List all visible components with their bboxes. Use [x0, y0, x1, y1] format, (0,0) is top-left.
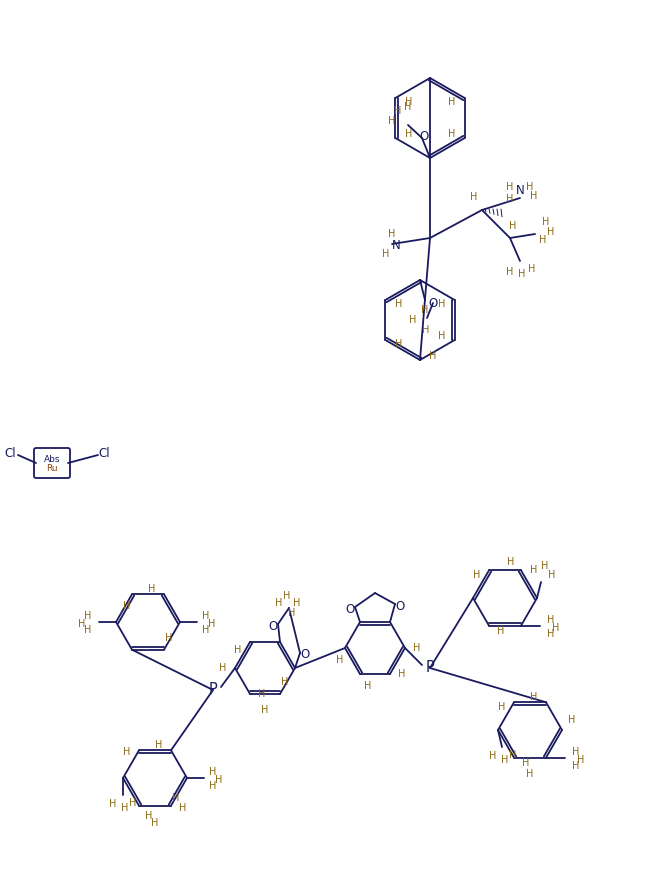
Text: H: H [124, 747, 131, 757]
Text: H: H [219, 663, 227, 673]
Text: H: H [497, 625, 505, 636]
Text: H: H [547, 615, 555, 625]
Text: H: H [438, 299, 445, 309]
FancyBboxPatch shape [34, 448, 70, 478]
Text: H: H [398, 669, 405, 679]
Text: H: H [506, 182, 513, 192]
Text: H: H [438, 331, 445, 341]
Text: H: H [502, 755, 509, 765]
Text: H: H [202, 625, 210, 635]
Text: P: P [209, 683, 217, 698]
Text: H: H [109, 799, 116, 809]
Text: H: H [281, 677, 288, 687]
Text: H: H [572, 760, 579, 771]
Text: H: H [84, 625, 92, 635]
Text: H: H [179, 803, 186, 813]
Text: H: H [172, 793, 180, 803]
Text: H: H [473, 571, 481, 580]
Text: H: H [526, 182, 534, 192]
Text: H: H [145, 811, 152, 820]
Text: H: H [202, 611, 210, 621]
Text: H: H [542, 561, 549, 571]
Text: H: H [383, 249, 390, 259]
Text: H: H [542, 217, 550, 227]
Text: H: H [364, 681, 371, 691]
Text: N: N [515, 184, 525, 197]
Text: H: H [148, 584, 156, 594]
Text: H: H [262, 705, 269, 715]
Text: H: H [209, 619, 216, 629]
Text: H: H [151, 818, 159, 828]
Text: H: H [275, 598, 283, 608]
Text: H: H [388, 116, 396, 126]
Text: H: H [405, 97, 412, 107]
Text: Cl: Cl [98, 447, 110, 460]
Text: H: H [547, 629, 555, 638]
Text: H: H [530, 191, 538, 201]
Text: P: P [426, 660, 434, 676]
Text: H: H [234, 645, 242, 655]
Text: H: H [577, 754, 585, 765]
Text: H: H [404, 102, 411, 112]
Text: H: H [548, 570, 556, 580]
Text: H: H [540, 235, 547, 245]
Text: H: H [509, 221, 517, 231]
Text: H: H [506, 194, 513, 204]
Text: H: H [553, 623, 560, 632]
Text: H: H [568, 715, 576, 725]
Text: O: O [428, 296, 438, 309]
Text: H: H [394, 339, 402, 349]
Text: H: H [394, 106, 402, 116]
Text: H: H [258, 689, 266, 699]
Text: H: H [209, 767, 216, 777]
Text: H: H [528, 264, 536, 274]
Text: H: H [519, 269, 526, 279]
Text: H: H [336, 655, 344, 665]
Text: H: H [506, 267, 513, 277]
Text: H: H [293, 598, 301, 608]
Text: H: H [413, 643, 421, 653]
Text: N: N [392, 239, 400, 252]
Text: H: H [129, 798, 137, 808]
Text: H: H [124, 601, 131, 611]
Text: H: H [84, 611, 92, 621]
Text: H: H [394, 299, 402, 309]
Text: H: H [470, 192, 477, 202]
Text: H: H [498, 702, 506, 712]
Text: H: H [523, 758, 530, 767]
Text: H: H [526, 769, 534, 779]
Text: O: O [419, 130, 428, 143]
Text: H: H [530, 565, 538, 575]
Text: H: H [215, 775, 223, 785]
Text: Ru: Ru [46, 463, 58, 472]
Text: H: H [572, 746, 579, 757]
Text: H: H [489, 751, 496, 761]
Text: Abs: Abs [44, 455, 60, 463]
Text: H: H [405, 129, 412, 139]
Text: H: H [448, 97, 455, 107]
Text: H: H [530, 692, 538, 702]
Text: O: O [396, 599, 405, 612]
Text: H: H [421, 305, 428, 315]
Text: H: H [121, 803, 129, 813]
Text: O: O [300, 649, 309, 661]
Text: H: H [209, 781, 216, 791]
Text: H: H [422, 325, 430, 335]
Text: H: H [409, 315, 417, 325]
Text: H: H [547, 227, 555, 237]
Text: H: H [508, 557, 515, 567]
Text: H: H [283, 591, 290, 601]
Text: H: H [165, 632, 173, 643]
Text: H: H [448, 129, 455, 139]
Text: H: H [388, 229, 396, 239]
Text: H: H [155, 740, 163, 750]
Text: Cl: Cl [4, 447, 16, 460]
Text: H: H [78, 619, 86, 629]
Text: O: O [345, 603, 354, 616]
Text: O: O [268, 619, 278, 632]
Text: H: H [509, 750, 517, 760]
Text: H: H [429, 351, 437, 361]
Text: H: H [288, 608, 296, 618]
